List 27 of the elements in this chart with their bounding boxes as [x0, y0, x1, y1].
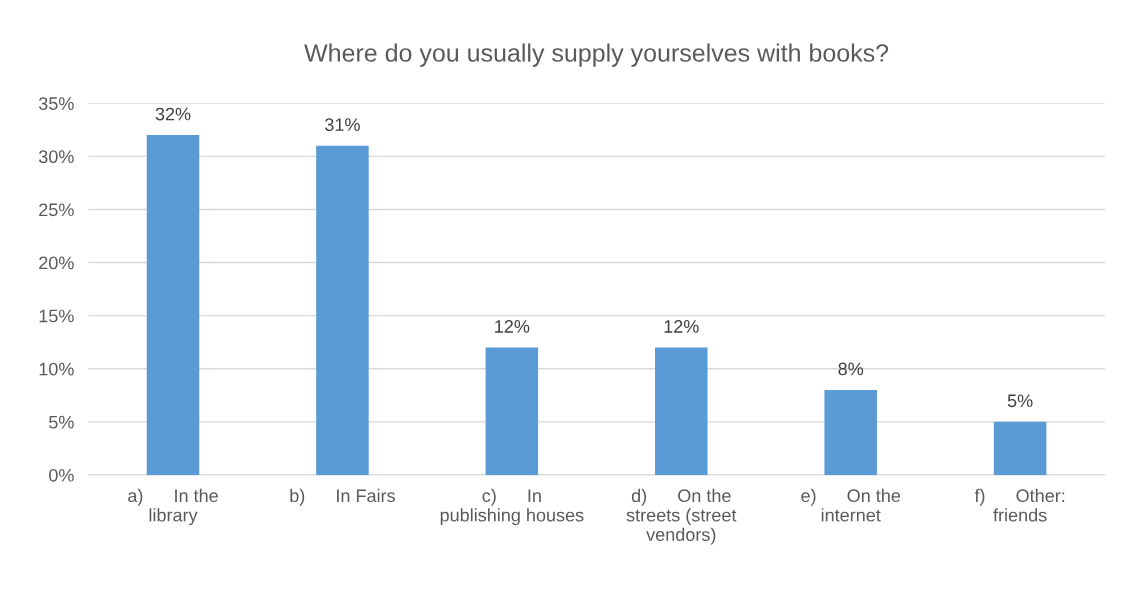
data-label: 31% [325, 118, 360, 132]
y-tick-label: 30% [38, 150, 74, 164]
data-label: 12% [495, 320, 530, 333]
data-label: 12% [664, 320, 699, 333]
x-tick-label: d) On the streets (street vendors) [626, 488, 737, 545]
y-tick-label: 35% [38, 97, 74, 110]
x-tick-label: a) In the library [128, 488, 218, 526]
y-tick-label: 0% [49, 468, 74, 482]
y-tick-label: 20% [39, 256, 74, 270]
x-tick-label: f) Other: friends [974, 488, 1065, 522]
x-tick-label: c) In publishing houses [440, 488, 584, 526]
y-tick-label: 10% [39, 362, 74, 376]
data-label: 8% [838, 362, 864, 376]
bar [316, 145, 369, 475]
x-tick-label: b) In Fairs [290, 488, 395, 506]
bar [824, 389, 877, 475]
bar [655, 347, 708, 475]
data-label: 5% [1007, 394, 1033, 408]
bar [993, 421, 1047, 475]
data-label: 32% [155, 107, 191, 121]
chart-title: Where do you usually supply yourselves with books? [304, 43, 889, 67]
x-tick-label: e) On the internet [801, 488, 901, 522]
bar [485, 347, 539, 475]
y-tick-label: 25% [39, 203, 74, 217]
y-tick-label: 5% [49, 415, 74, 429]
y-tick-label: 15% [39, 309, 74, 323]
bar [146, 135, 200, 475]
